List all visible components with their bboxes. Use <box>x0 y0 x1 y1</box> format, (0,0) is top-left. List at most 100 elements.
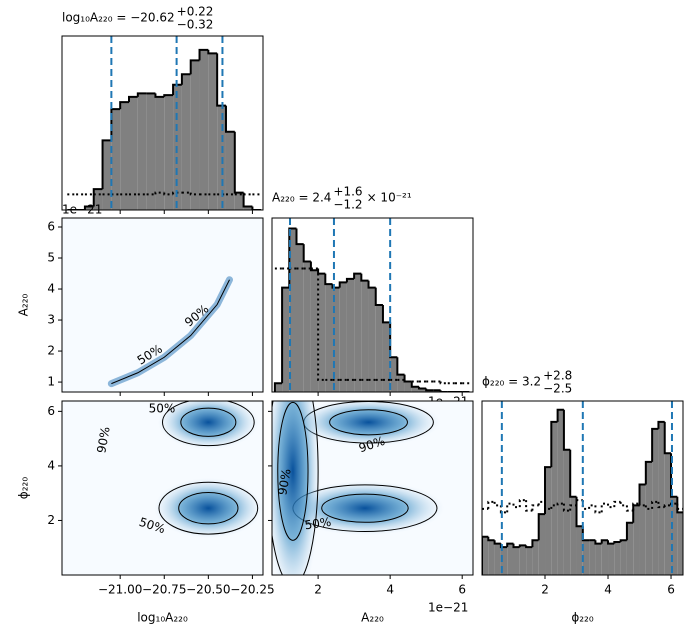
hist-outline <box>360 273 369 282</box>
hist-bar <box>296 244 304 392</box>
title-upper: +2.8 <box>543 369 572 383</box>
hist-outline <box>324 273 333 286</box>
y-tick-label: 4 <box>47 282 55 296</box>
hist-bar <box>111 109 121 210</box>
hist-bar <box>645 461 653 575</box>
hist-outline <box>136 92 147 97</box>
hist-bar <box>208 53 218 210</box>
hist-outline <box>425 388 434 392</box>
hist-bar <box>601 540 609 575</box>
prior-line <box>544 501 552 510</box>
panel-title: ϕ₂₂₀ = 3.2 <box>482 375 541 389</box>
prior-line <box>317 268 326 381</box>
hist-bar <box>390 357 398 392</box>
hist-bar <box>545 467 552 575</box>
hist-bar <box>164 95 174 210</box>
hist-bar <box>551 421 558 575</box>
hist-outline <box>172 83 182 96</box>
hist-bar <box>155 96 165 210</box>
density-blob <box>272 401 321 575</box>
panel-title: log₁₀A₂₂₀ = −20.62 <box>62 11 175 25</box>
hist-bar <box>354 273 362 392</box>
hist-outline <box>512 543 520 549</box>
prior-line <box>594 505 602 514</box>
hist-bar <box>404 381 412 392</box>
hist-outline <box>396 357 405 376</box>
hist-outline <box>581 526 590 542</box>
contour-50 <box>321 493 409 523</box>
x-tick-label: 6 <box>458 583 466 597</box>
hist-outline <box>83 205 94 210</box>
hist-bar <box>589 540 596 575</box>
hist-bar <box>482 536 489 575</box>
prior-line <box>657 501 665 509</box>
hist-bar <box>557 409 564 575</box>
hist-bar <box>411 386 419 392</box>
hist-bar <box>532 540 539 575</box>
hist-bar <box>181 74 191 210</box>
title-upper: +1.6 <box>333 185 362 199</box>
prior-line <box>189 192 200 196</box>
x-tick-label: −20.25 <box>230 583 274 597</box>
hist-outline <box>638 483 646 506</box>
hist-bar <box>274 383 283 392</box>
offset-text: 1e−21 <box>428 601 468 615</box>
hist-bar <box>595 543 602 575</box>
hist-outline <box>207 49 218 55</box>
hist-bar <box>633 505 640 575</box>
hist-bar <box>626 522 634 575</box>
hist-outline <box>189 59 200 75</box>
ridge-line <box>111 279 230 385</box>
panel <box>62 401 263 575</box>
hist-bar <box>146 93 156 210</box>
prior-line <box>632 502 640 511</box>
hist-bar <box>102 140 112 210</box>
contour-50 <box>178 492 239 525</box>
prior-line <box>172 191 182 195</box>
panel-frame <box>271 217 474 393</box>
hist-bar <box>382 322 391 392</box>
hist-outline <box>518 544 527 548</box>
hist-bar <box>199 49 209 210</box>
hist-bar <box>614 541 621 575</box>
prior-line <box>403 379 412 383</box>
hist-outline <box>439 390 448 392</box>
prior-line <box>644 505 653 510</box>
hist-outline <box>556 408 564 422</box>
hist-outline <box>128 95 138 103</box>
hist-outline <box>544 466 552 515</box>
hist-outline <box>417 386 427 390</box>
hist-bar <box>120 102 129 210</box>
prior-line <box>493 501 501 507</box>
hist-bar <box>332 287 340 392</box>
prior-line <box>676 503 683 510</box>
hist-bar <box>318 273 326 392</box>
prior-line <box>512 503 520 509</box>
contour-label: 50% <box>149 402 176 416</box>
y-tick-label: 5 <box>47 251 55 265</box>
hist-bar <box>418 388 427 392</box>
hist-outline <box>594 540 602 545</box>
hist-outline <box>224 105 235 133</box>
x-axis-label: ϕ₂₂₀ <box>571 611 594 625</box>
hist-bar <box>671 496 678 575</box>
contour-label: 50% <box>304 515 332 533</box>
x-tick-label: 2 <box>541 583 549 597</box>
panel <box>272 401 473 575</box>
hist-outline <box>331 284 340 289</box>
hist-outline <box>101 139 112 190</box>
hist-bar <box>664 453 672 575</box>
hist-bar <box>225 131 235 210</box>
prior-line <box>531 504 539 511</box>
hist-outline <box>525 545 533 549</box>
contour-50 <box>277 401 309 541</box>
hist-outline <box>663 421 672 455</box>
panel-frame <box>271 400 474 576</box>
contour-90 <box>272 401 319 575</box>
offset-text: 1e−21 <box>62 203 102 217</box>
hist-bar <box>576 526 583 575</box>
y-axis-label: A₂₂₀ <box>17 293 31 316</box>
hist-bar <box>346 278 355 392</box>
hist-outline <box>651 427 659 462</box>
hist-bar <box>289 228 297 392</box>
